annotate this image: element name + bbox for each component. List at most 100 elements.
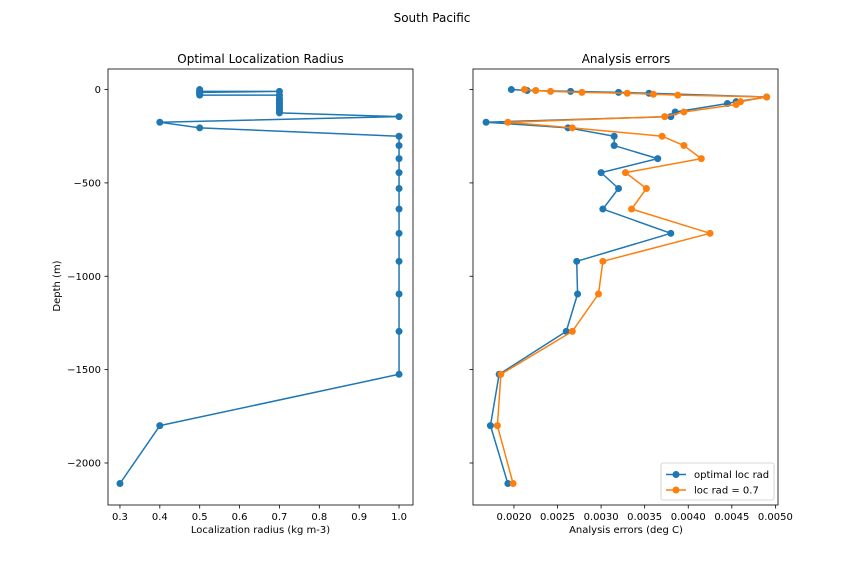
legend-marker-optimal-loc-rad — [672, 471, 680, 478]
right-series-0-point — [654, 155, 662, 163]
right-series-1-point — [504, 118, 512, 126]
right-series-1-point — [658, 132, 666, 140]
right-chart-analysis-errors: Analysis errors Analysis errors (deg C) … — [469, 52, 793, 536]
left-series-0-point — [395, 229, 403, 237]
right-xtick-label: 0.0050 — [758, 512, 793, 523]
right-series-1-point — [674, 91, 682, 99]
right-series-1-point — [706, 229, 714, 237]
left-series-0-point — [196, 91, 204, 99]
left-chart-ticks: 0.3 0.4 0.5 0.6 0.7 0.8 0.9 1.0 0 −500 −1000 −1500 −… — [67, 85, 407, 523]
right-series-1-point — [520, 86, 528, 94]
left-series-0-point — [395, 113, 403, 121]
right-chart-series — [482, 86, 771, 488]
right-series-0-point — [667, 229, 675, 237]
right-series-1-point — [578, 88, 586, 96]
right-series-1-point — [568, 124, 576, 132]
right-series-0-point — [615, 185, 623, 192]
left-xtick-label: 0.6 — [232, 512, 248, 523]
right-xtick-label: 0.0030 — [584, 512, 619, 523]
left-series-0-point — [395, 290, 403, 298]
right-series-1-point — [680, 142, 688, 150]
right-series-1-point — [493, 422, 501, 430]
right-series-1-point — [649, 90, 657, 98]
right-series-1-point — [509, 480, 517, 488]
left-series-0-point — [275, 109, 283, 117]
right-series-1-point — [732, 100, 740, 108]
left-chart-series — [116, 86, 403, 488]
right-series-0-point — [574, 290, 582, 298]
left-series-0-point — [395, 327, 403, 335]
legend-label-loc-rad-0-7: loc rad = 0.7 — [694, 486, 759, 497]
left-series-0-point — [116, 480, 124, 488]
legend-entry-optimal-loc-rad: optimal loc rad — [666, 470, 769, 481]
figure-suptitle: South Pacific — [394, 11, 471, 25]
right-xtick-label: 0.0040 — [671, 512, 706, 523]
right-series-0-point — [507, 86, 515, 94]
legend-entry-loc-rad-0-7: loc rad = 0.7 — [666, 486, 759, 497]
right-series-0-point — [610, 132, 618, 140]
left-series-0-point — [395, 257, 403, 265]
left-chart-title: Optimal Localization Radius — [177, 52, 343, 66]
right-xtick-label: 0.0020 — [496, 512, 531, 523]
left-ytick-label: −500 — [74, 178, 101, 189]
left-xtick-label: 0.8 — [311, 512, 327, 523]
left-xtick-label: 1.0 — [391, 512, 407, 523]
right-series-1-point — [497, 370, 505, 378]
right-series-0-point — [610, 142, 618, 150]
left-series-0-point — [156, 422, 164, 430]
right-series-1-point — [547, 87, 555, 95]
left-series-0-point — [395, 185, 403, 192]
right-chart-frame — [472, 68, 779, 506]
right-series-1-point — [622, 169, 629, 177]
left-ytick-label: −2000 — [67, 458, 101, 469]
right-chart-xlabel: Analysis errors (deg C) — [569, 525, 683, 536]
left-series-0-point — [395, 132, 403, 140]
legend-box — [660, 462, 775, 501]
left-ytick-label: −1000 — [67, 272, 101, 283]
right-chart-ticks: 0.0020 0.0025 0.0030 0.0035 0.0040 0.0045 0.00… — [469, 89, 793, 523]
right-series-1-point — [594, 290, 602, 298]
right-series-0-point — [504, 480, 512, 488]
left-xtick-label: 0.5 — [192, 512, 208, 523]
right-xtick-label: 0.0045 — [714, 512, 749, 523]
left-series-0-point — [395, 370, 403, 378]
right-series-0-point — [597, 169, 605, 177]
left-series-0-point — [395, 155, 403, 163]
right-series-0-point — [615, 88, 623, 96]
left-xtick-label: 0.3 — [112, 512, 128, 523]
right-series-0-point — [486, 422, 494, 430]
left-series-0-point — [156, 118, 164, 126]
right-series-1-point — [532, 86, 540, 94]
right-series-1-point — [680, 108, 688, 116]
right-series-1-point — [697, 155, 705, 163]
left-ytick-label: −1500 — [67, 365, 101, 376]
right-series-1-point — [763, 93, 771, 101]
right-series-0-point — [482, 118, 490, 126]
left-ytick-label: 0 — [95, 85, 101, 96]
right-xtick-label: 0.0035 — [627, 512, 662, 523]
right-series-1-point — [623, 89, 631, 97]
right-series-1-point — [568, 327, 576, 335]
left-series-0-point — [395, 205, 403, 213]
legend-marker-loc-rad-0-7 — [672, 486, 680, 494]
left-chart-optimal-localization-radius: Optimal Localization Radius Localization… — [52, 52, 414, 536]
left-chart-xlabel: Localization radius (kg m-3) — [191, 525, 330, 536]
left-series-0-point — [196, 124, 204, 132]
right-series-0-point — [599, 205, 607, 213]
right-series-1-point — [628, 205, 636, 213]
right-chart-title: Analysis errors — [582, 52, 671, 66]
left-xtick-label: 0.7 — [271, 512, 287, 523]
legend-label-optimal-loc-rad: optimal loc rad — [694, 470, 769, 481]
right-xtick-label: 0.0025 — [540, 512, 575, 523]
left-chart-ylabel: Depth (m) — [52, 260, 63, 311]
right-series-1-point — [599, 257, 607, 265]
left-chart-frame — [107, 68, 414, 506]
left-xtick-label: 0.9 — [351, 512, 367, 523]
left-series-0-point — [395, 142, 403, 150]
right-series-1-point — [661, 113, 669, 121]
left-xtick-label: 0.4 — [152, 512, 168, 523]
right-series-1-point — [642, 185, 650, 192]
legend: optimal loc rad loc rad = 0.7 — [660, 462, 775, 501]
right-series-0-point — [573, 257, 581, 265]
